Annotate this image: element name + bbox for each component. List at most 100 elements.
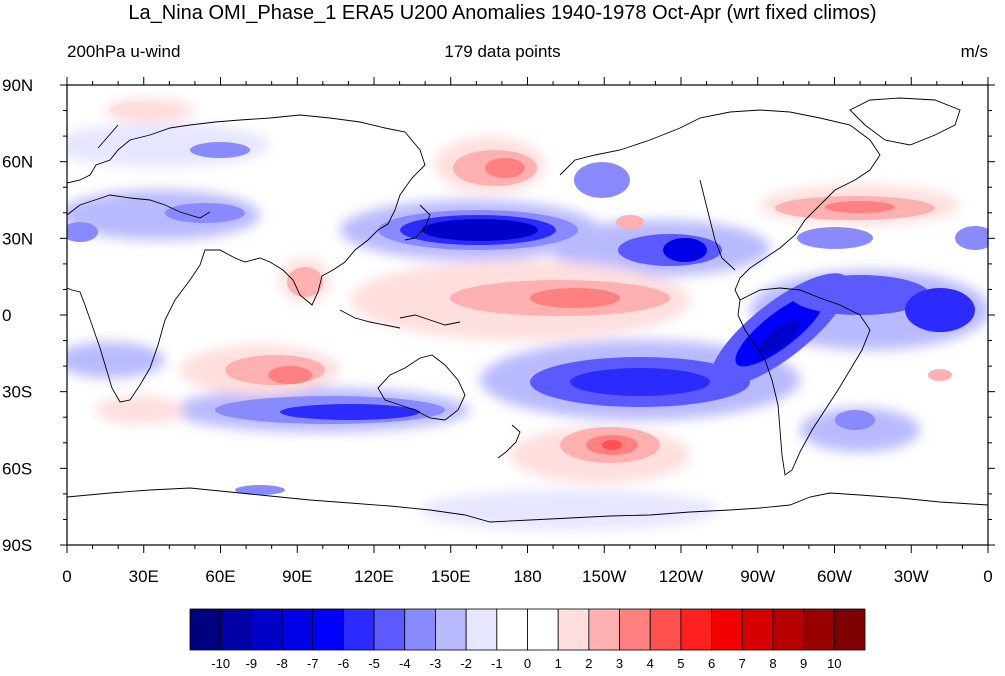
colorbar-label: 7 <box>739 656 746 671</box>
lon-label: 150W <box>582 567 626 586</box>
north-america-coast <box>559 109 881 301</box>
mediterranean-coast <box>67 194 211 219</box>
kamchatka-positive-core <box>485 158 525 178</box>
subtitle-left: 200hPa u-wind <box>67 42 181 61</box>
lat-label: 90N <box>2 76 33 95</box>
lat-label: 60S <box>2 459 32 478</box>
s-atlantic-positive <box>928 369 952 381</box>
weak-negative-band <box>420 490 720 530</box>
colorbar-label: -2 <box>460 656 472 671</box>
tropical-pacific-positive-core <box>530 288 620 308</box>
colorbar-label: -10 <box>211 656 230 671</box>
n-atlantic-negative <box>797 227 873 249</box>
lon-label: 90W <box>740 567 775 586</box>
s-indian-positive-core <box>268 366 312 384</box>
antarctic-negative <box>235 485 285 495</box>
scandinavia-coast <box>97 124 119 149</box>
colorbar-label: -5 <box>368 656 380 671</box>
lon-label: 0 <box>983 567 992 586</box>
weak-negative-band <box>67 342 165 378</box>
lon-label: 120W <box>659 567 703 586</box>
colorbar-swatch <box>711 608 743 651</box>
india-positive <box>287 267 323 297</box>
greenland-coast <box>849 97 961 146</box>
lon-label: 150E <box>431 567 471 586</box>
colorbar-swatch <box>435 608 467 651</box>
colorbar-swatch <box>649 608 682 651</box>
lon-label: 0 <box>62 567 71 586</box>
colorbar-swatch <box>680 608 712 651</box>
colorbar-swatch <box>496 608 528 651</box>
antarctica-coast <box>67 487 988 523</box>
lon-label: 180 <box>513 567 541 586</box>
japan-coast <box>404 204 431 241</box>
lat-label: 30S <box>2 383 32 402</box>
west-coast-na <box>699 179 736 271</box>
colorbar-swatch <box>373 608 406 651</box>
colorbar-label: -4 <box>399 656 411 671</box>
colorbar-swatch <box>588 608 620 651</box>
lat-label: 90S <box>2 536 32 555</box>
strong-anomaly-cores <box>67 102 988 495</box>
lat-label: 0 <box>2 306 11 325</box>
colorbar-swatch <box>343 608 375 651</box>
gulf-of-alaska-negative <box>574 162 630 198</box>
s-atlantic-negative <box>835 410 875 430</box>
e-atlantic-negative <box>955 226 988 250</box>
colorbar-swatch <box>220 608 252 651</box>
colorbar-swatch <box>772 608 805 651</box>
nw-pacific-jet-core <box>422 219 538 241</box>
arctic-positive <box>110 102 170 118</box>
lon-label: 60E <box>205 567 235 586</box>
lon-label: 60W <box>817 567 852 586</box>
australia-coast <box>377 354 466 421</box>
new-zealand-coast <box>497 424 521 459</box>
colorbar-label: 8 <box>769 656 776 671</box>
lon-label: 90E <box>282 567 312 586</box>
weak-positive-band <box>95 396 185 424</box>
colorbar-label: 5 <box>677 656 684 671</box>
colorbar-swatch <box>619 608 651 651</box>
lon-label: 30W <box>894 567 929 586</box>
subtitle-center: 179 data points <box>444 42 561 61</box>
s-america-negative-core <box>758 320 800 354</box>
colorbar-label: 10 <box>827 656 841 671</box>
lon-label: 30E <box>129 567 159 586</box>
colorbar-label: 2 <box>585 656 592 671</box>
colorbar-swatch <box>312 608 344 651</box>
units-label: m/s <box>960 42 988 61</box>
colorbar-label: -3 <box>430 656 442 671</box>
colorbar-swatch <box>281 608 314 651</box>
colorbar-label: 9 <box>800 656 807 671</box>
colorbar-label: -7 <box>307 656 319 671</box>
coastlines <box>67 97 988 523</box>
colorbar-label: -6 <box>338 656 350 671</box>
siberia-negative <box>190 142 250 158</box>
indonesia-coast <box>339 309 401 329</box>
colorbar-label: 3 <box>616 656 623 671</box>
anomaly-field <box>67 85 988 545</box>
s-pacific-positive-core <box>602 440 622 450</box>
colorbar-label: -9 <box>246 656 258 671</box>
colorbar-label: 6 <box>708 656 715 671</box>
n-africa-negative <box>67 222 98 242</box>
tropical-atlantic-negative-core <box>905 288 975 332</box>
s-indian-negative-core <box>280 404 420 420</box>
chart-title: La_Nina OMI_Phase_1 ERA5 U200 Anomalies … <box>128 2 877 24</box>
weak-negative-band <box>800 408 920 452</box>
colorbar-swatch <box>833 608 866 651</box>
small-positive-patch <box>616 215 644 229</box>
n-atlantic-positive-core <box>825 201 895 213</box>
mediterranean-negative <box>165 203 245 223</box>
eurasia-africa-coast <box>67 114 426 403</box>
colorbar-swatch <box>527 608 559 651</box>
colorbar: -10 -9 -8 -7 -6 -5 -4 -3 -2 -1 0 1 2 3 4 5 6 7 8 9 10 <box>189 608 866 671</box>
colorbar-swatch <box>803 608 835 651</box>
s-pacific-negative-core <box>570 368 710 396</box>
colorbar-swatch <box>404 608 436 651</box>
lon-label: 120E <box>354 567 394 586</box>
colorbar-label: 0 <box>524 656 531 671</box>
colorbar-swatch <box>465 608 498 651</box>
latitude-axis: 90N 60N 30N 0 30S 60S 90S <box>2 76 995 555</box>
colorbar-label: -1 <box>491 656 503 671</box>
